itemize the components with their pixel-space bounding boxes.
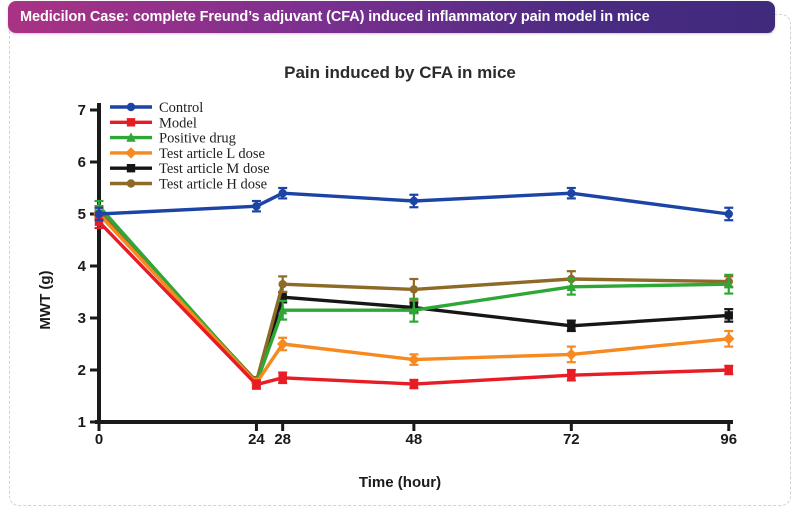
legend-label: Model <box>159 115 197 131</box>
y-axis-title: MWT (g) <box>37 270 54 329</box>
legend-label: Test article H dose <box>159 177 267 193</box>
legend-label: Test article M dose <box>159 161 270 177</box>
y-tick-label: 7 <box>78 102 86 119</box>
legend-item-test-article-l-dose: Test article L dose <box>110 146 265 162</box>
series-model <box>94 214 734 390</box>
legend-item-positive-drug: Positive drug <box>110 131 236 147</box>
axes <box>90 103 733 431</box>
x-tick-label: 0 <box>95 431 103 448</box>
chart-title: Pain induced by CFA in mice <box>284 63 516 82</box>
legend-item-model: Model <box>110 115 197 131</box>
series-control <box>94 186 734 222</box>
banner-title: Medicilon Case: complete Freund’s adjuva… <box>20 9 650 25</box>
y-tick-label: 3 <box>78 310 86 327</box>
header-banner: Medicilon Case: complete Freund’s adjuva… <box>8 1 775 33</box>
y-tick-label: 4 <box>78 258 87 275</box>
legend-item-test-article-h-dose: Test article H dose <box>110 177 267 193</box>
y-tick-label: 1 <box>78 414 86 431</box>
x-tick-label: 28 <box>274 431 291 448</box>
y-tick-label: 5 <box>78 206 86 223</box>
y-tick-label: 6 <box>78 154 86 171</box>
x-axis-title: Time (hour) <box>359 474 441 491</box>
legend-label: Positive drug <box>159 131 236 147</box>
x-tick-label: 24 <box>248 431 265 448</box>
x-tick-label: 48 <box>406 431 423 448</box>
x-tick-label: 96 <box>720 431 737 448</box>
legend-item-control: Control <box>110 100 203 116</box>
x-tick-label: 72 <box>563 431 580 448</box>
legend-label: Test article L dose <box>159 146 265 162</box>
legend-item-test-article-m-dose: Test article M dose <box>110 161 270 177</box>
legend-label: Control <box>159 100 203 116</box>
y-tick-label: 2 <box>78 362 86 379</box>
